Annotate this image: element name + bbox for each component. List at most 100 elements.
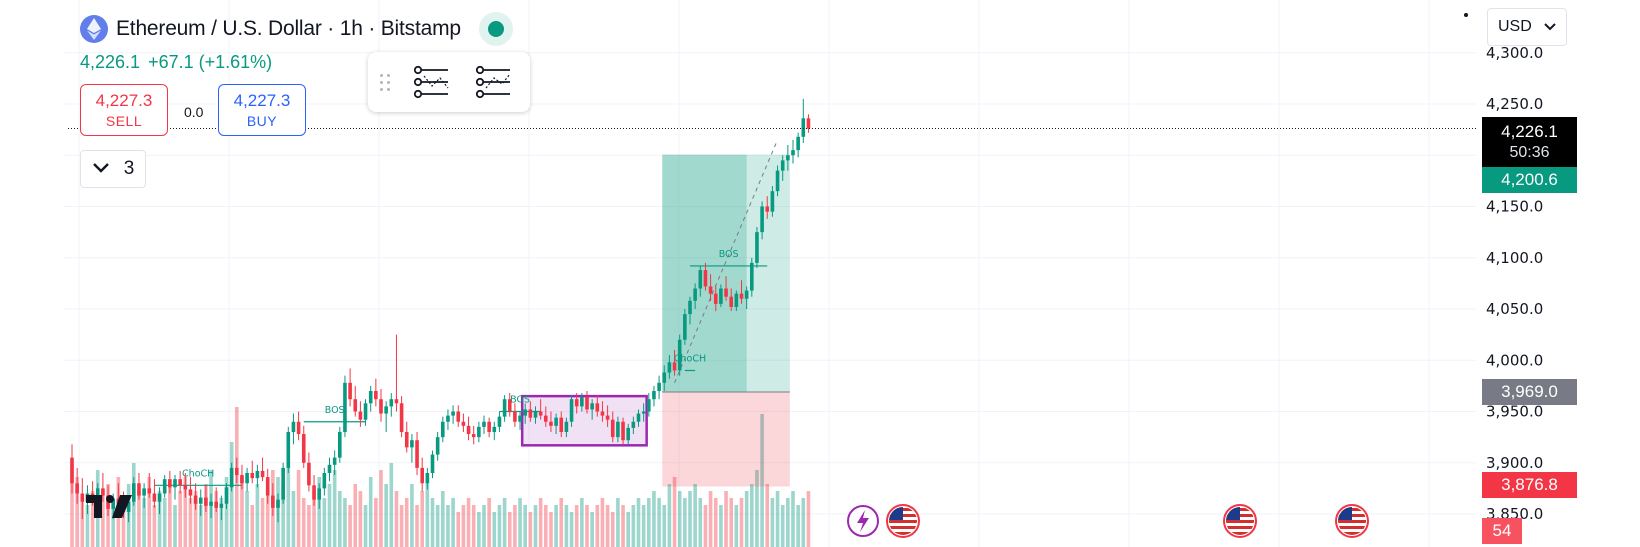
candle — [276, 493, 280, 523]
indicators-toggle-button[interactable]: 3 — [80, 150, 146, 188]
candle-body — [806, 118, 811, 129]
candle-body — [564, 421, 569, 432]
currency-select[interactable]: USD — [1487, 8, 1567, 46]
candle-body — [389, 399, 394, 407]
candle — [466, 416, 471, 441]
volume-bar — [399, 505, 404, 547]
candle — [348, 368, 352, 407]
candle — [744, 286, 749, 309]
candle — [729, 288, 733, 312]
candle — [415, 432, 419, 476]
tradingview-logo[interactable] — [86, 492, 138, 525]
candle — [724, 276, 728, 301]
candle-body — [101, 488, 105, 496]
us-flag-icon[interactable] — [886, 504, 920, 538]
volume-bar — [265, 491, 270, 547]
candle-body — [348, 382, 352, 400]
candle-body — [744, 290, 749, 299]
candle — [657, 375, 661, 400]
stop-zone — [662, 392, 790, 487]
volume-bar — [492, 512, 497, 547]
candle-body — [152, 493, 157, 502]
candle-body — [513, 411, 517, 422]
candle-body — [734, 293, 739, 307]
volume-bar — [791, 491, 795, 547]
volume-bar — [446, 505, 450, 547]
drag-handle-icon[interactable] — [380, 71, 392, 93]
candle-body — [75, 483, 79, 494]
us-flag-icon[interactable] — [1223, 504, 1257, 538]
candle-body — [518, 415, 522, 422]
volume-bar — [178, 491, 182, 547]
candle — [652, 385, 656, 407]
price-summary: 4,226.1 +67.1 (+1.61%) — [80, 52, 272, 73]
candle-body — [374, 391, 378, 400]
candle — [142, 483, 146, 508]
candle — [528, 401, 533, 422]
spread-value: 0.0 — [184, 104, 204, 120]
candle — [667, 355, 672, 379]
candle — [368, 385, 373, 412]
candle-body — [636, 413, 641, 422]
indicator-settings-alt-icon[interactable] — [472, 60, 516, 104]
volume-bar — [193, 491, 198, 547]
volume-bar — [430, 498, 435, 547]
candle — [590, 399, 594, 420]
candle-body — [363, 403, 368, 420]
candle — [307, 452, 311, 492]
volume-bar — [677, 491, 682, 547]
candle — [791, 139, 795, 164]
candle — [394, 334, 399, 412]
candle-body — [533, 411, 538, 418]
ethereum-icon — [80, 15, 108, 43]
candle-body — [492, 426, 497, 432]
candle — [564, 417, 569, 438]
volume-bar — [379, 470, 383, 547]
volume-bar — [435, 505, 440, 547]
lightning-event-icon[interactable] — [846, 504, 880, 538]
candle-body — [621, 421, 625, 441]
candle — [353, 385, 358, 417]
candle-body — [147, 488, 152, 494]
candle-body — [677, 339, 682, 371]
volume-bar — [708, 491, 713, 547]
candle-body — [471, 434, 476, 438]
candle — [544, 406, 548, 427]
volume-bar — [152, 505, 157, 547]
candle — [338, 426, 342, 463]
volume-bar — [559, 498, 564, 547]
candle-body — [466, 425, 471, 435]
candle-body — [544, 415, 548, 422]
volume-bar — [801, 498, 806, 547]
indicator-settings-icon[interactable] — [410, 60, 454, 104]
sell-button[interactable]: 4,227.3 SELL — [80, 84, 168, 136]
candle — [358, 401, 363, 427]
candle — [471, 425, 476, 445]
buy-button[interactable]: 4,227.3 BUY — [218, 84, 306, 136]
candle — [461, 413, 466, 432]
volume-bar — [327, 484, 332, 547]
candle — [780, 155, 785, 181]
menu-dot[interactable] — [1464, 13, 1468, 17]
candle — [492, 421, 497, 441]
candle — [523, 403, 527, 424]
candle — [477, 421, 481, 443]
market-open-icon[interactable] — [478, 12, 513, 46]
candle — [677, 334, 682, 376]
candle-body — [410, 440, 414, 448]
candle — [616, 416, 620, 443]
candle — [343, 375, 347, 438]
indicator-count: 3 — [123, 158, 135, 179]
candle — [410, 434, 414, 463]
us-flag-icon[interactable] — [1335, 504, 1369, 538]
symbol-title[interactable]: Ethereum / U.S. Dollar · 1h · Bitstamp — [116, 17, 461, 40]
volume-bar — [461, 505, 466, 547]
volume-bar — [281, 484, 285, 547]
volume-bar — [533, 505, 538, 547]
candle-body — [219, 503, 224, 508]
candle — [198, 489, 203, 517]
candle-body — [399, 403, 404, 432]
volume-bar — [332, 470, 337, 547]
candle — [245, 467, 249, 492]
